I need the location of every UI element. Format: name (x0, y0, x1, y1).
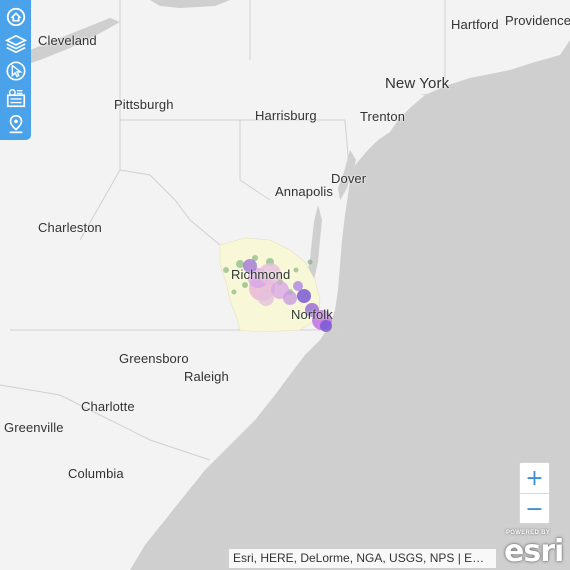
city-label: Raleigh (184, 369, 229, 384)
select-pointer-icon (5, 60, 26, 81)
city-label: Richmond (231, 267, 291, 282)
city-label: Cleveland (38, 33, 97, 48)
city-label: Charlotte (81, 399, 135, 414)
locate-button[interactable] (2, 111, 30, 138)
city-label: Dover (331, 171, 367, 186)
city-label: Columbia (68, 466, 124, 481)
map-toolbar (0, 0, 31, 140)
legend-icon (6, 88, 25, 107)
layers-button[interactable] (2, 30, 30, 57)
city-label: Annapolis (275, 184, 333, 199)
zoom-in-button[interactable]: + (525, 465, 544, 491)
zoom-control: + − (519, 462, 550, 524)
esri-wordmark: esri (504, 534, 564, 569)
city-label: Trenton (360, 109, 406, 124)
layers-icon (4, 34, 27, 53)
city-label: Norfolk (291, 307, 333, 322)
city-label: Hartford (451, 17, 499, 32)
city-label: Greensboro (119, 351, 189, 366)
powered-by-text: POWERED BY (506, 530, 551, 536)
zoom-divider (520, 493, 549, 494)
select-button[interactable] (2, 57, 30, 84)
city-label: Providence (505, 13, 570, 28)
esri-logo[interactable]: POWERED BY esri (500, 528, 566, 569)
home-button[interactable] (2, 3, 30, 30)
zoom-out-button[interactable]: − (525, 496, 544, 522)
map-attribution[interactable]: Esri, HERE, DeLorme, NGA, USGS, NPS | E… (229, 549, 496, 568)
home-icon (6, 7, 25, 26)
city-label: Harrisburg (255, 108, 317, 123)
location-pin-icon (9, 114, 22, 133)
city-label: Pittsburgh (114, 97, 174, 112)
data-bubbles (243, 259, 332, 332)
city-label: Charleston (38, 220, 102, 235)
atlantic-ocean (130, 40, 570, 570)
city-label: Greenville (4, 420, 64, 435)
legend-button[interactable] (2, 84, 30, 111)
city-label: New York (385, 75, 450, 92)
